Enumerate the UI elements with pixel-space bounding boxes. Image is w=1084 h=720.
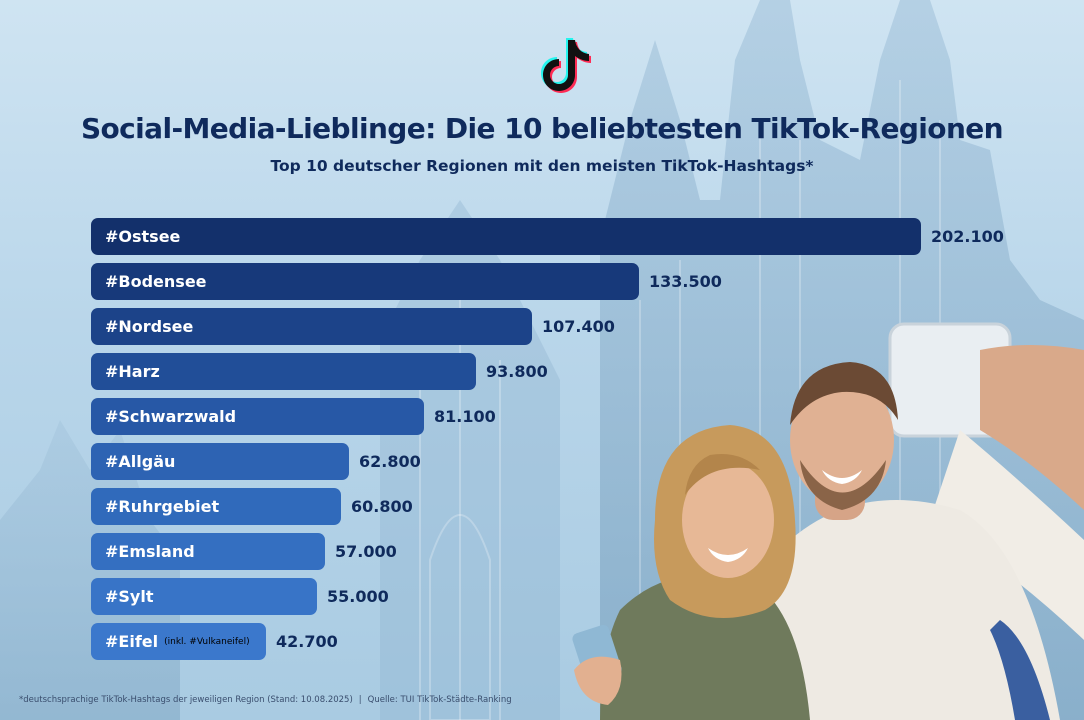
bar-value-label: 93.800 [486, 362, 548, 381]
bar-9: #Eifel (inkl. #Vulkaneifel) [91, 623, 266, 660]
bar-2: #Nordsee [91, 308, 532, 345]
tiktok-logo-icon [541, 38, 591, 93]
bar-label: #Schwarzwald [105, 407, 237, 426]
selfie-couple-photo [572, 322, 1084, 720]
bar-6: #Ruhrgebiet [91, 488, 341, 525]
bar-label: #Harz [105, 362, 160, 381]
bar-label-note: (inkl. #Vulkaneifel) [164, 636, 250, 647]
bar-8: #Sylt [91, 578, 317, 615]
bar-value-label: 42.700 [276, 632, 338, 651]
bar-value-label: 55.000 [327, 587, 389, 606]
bar-value-label: 202.100 [931, 227, 1004, 246]
bar-4: #Schwarzwald [91, 398, 424, 435]
bar-value-label: 133.500 [649, 272, 722, 291]
footnote-separator: | [358, 695, 362, 705]
bar-value-label: 62.800 [359, 452, 421, 471]
chart-title: Social-Media-Lieblinge: Die 10 beliebtes… [80, 112, 1004, 145]
bar-5: #Allgäu [91, 443, 349, 480]
bar-label: #Sylt [105, 587, 154, 606]
bar-label: #Nordsee [105, 317, 194, 336]
bar-7: #Emsland [91, 533, 325, 570]
bar-value-label: 57.000 [335, 542, 397, 561]
bar-value-label: 60.800 [351, 497, 413, 516]
bar-label: #Bodensee [105, 272, 207, 291]
bar-3: #Harz [91, 353, 476, 390]
bar-label: #Eifel [105, 632, 159, 651]
chart-subtitle: Top 10 deutscher Regionen mit den meiste… [270, 157, 814, 175]
footnote-note: *deutschsprachige TikTok-Hashtags der je… [19, 695, 353, 705]
bar-label: #Emsland [105, 542, 195, 561]
bar-label: #Allgäu [105, 452, 176, 471]
bar-value-label: 81.100 [434, 407, 496, 426]
bar-1: #Bodensee [91, 263, 639, 300]
bar-label: #Ruhrgebiet [105, 497, 220, 516]
bar-0: #Ostsee [91, 218, 921, 255]
footnote-source: Quelle: TUI TikTok-Städte-Ranking [367, 695, 512, 705]
footnote: *deutschsprachige TikTok-Hashtags der je… [19, 695, 512, 705]
bar-value-label: 107.400 [542, 317, 615, 336]
bar-label: #Ostsee [105, 227, 181, 246]
